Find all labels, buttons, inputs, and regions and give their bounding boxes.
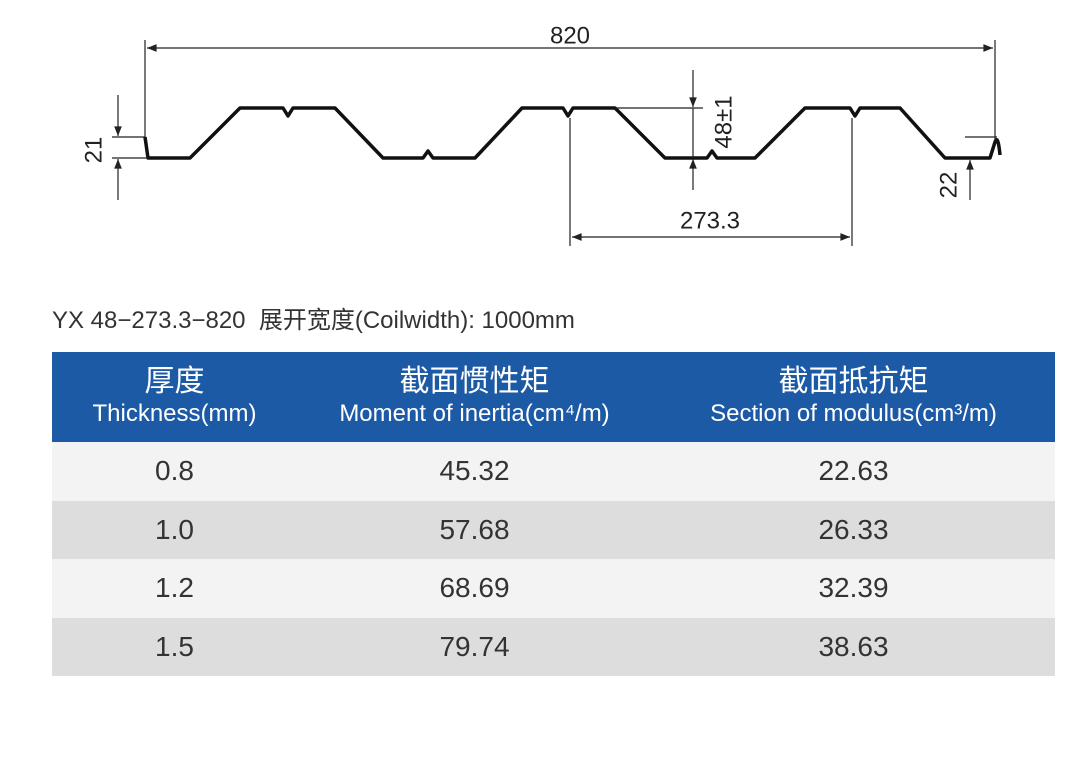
dimension-label: 21 bbox=[80, 137, 107, 164]
table-cell: 79.74 bbox=[439, 630, 510, 662]
header-zh: 厚度 bbox=[144, 365, 205, 398]
header-en: Thickness(mm) bbox=[92, 400, 257, 427]
header-zh: 截面抵抗矩 bbox=[778, 365, 929, 398]
table-header: 厚度 Thickness(mm) 截面惯性矩 Moment of inertia(c… bbox=[52, 352, 1055, 442]
dimension-label: 48±1 bbox=[710, 95, 737, 148]
table-cell: 1.5 bbox=[155, 630, 194, 662]
header-en: Moment of inertia(cm⁴/m) bbox=[339, 400, 610, 427]
dimension-label: 820 bbox=[550, 22, 590, 49]
spec-line: YX 48−273.3−820 展开宽度(Coilwidth): 1000mm bbox=[52, 307, 575, 334]
table-cell: 26.33 bbox=[818, 513, 889, 545]
profile-line bbox=[143, 106, 1002, 160]
header-zh: 截面惯性矩 bbox=[399, 365, 550, 398]
dimension-label: 273.3 bbox=[680, 207, 740, 234]
dimension-label: 22 bbox=[935, 172, 962, 199]
table-row: 1.2 68.69 32.39 bbox=[52, 559, 1055, 618]
header-cell: 厚度 Thickness(mm) bbox=[52, 352, 297, 442]
table-row: 0.8 45.32 22.63 bbox=[52, 442, 1055, 501]
table-cell: 1.0 bbox=[155, 513, 194, 545]
table-row: 1.0 57.68 26.33 bbox=[52, 500, 1055, 559]
table-cell: 1.2 bbox=[155, 572, 194, 604]
profile-diagram: 820 21 48±1 273.3 22 bbox=[80, 22, 1002, 246]
table-cell: 38.63 bbox=[818, 630, 889, 662]
table-cell: 0.8 bbox=[155, 455, 194, 487]
table-cell: 22.63 bbox=[818, 455, 889, 487]
table-cell: 57.68 bbox=[439, 513, 510, 545]
header-en: Section of modulus(cm³/m) bbox=[710, 400, 997, 427]
table-cell: 45.32 bbox=[439, 455, 510, 487]
table-cell: 68.69 bbox=[439, 572, 510, 604]
header-cell: 截面抵抗矩 Section of modulus(cm³/m) bbox=[652, 352, 1055, 442]
spec-table: 厚度 Thickness(mm) 截面惯性矩 Moment of inertia(c… bbox=[52, 352, 1055, 676]
header-cell: 截面惯性矩 Moment of inertia(cm⁴/m) bbox=[297, 352, 652, 442]
table-cell: 32.39 bbox=[818, 572, 889, 604]
table-row: 1.5 79.74 38.63 bbox=[52, 617, 1055, 676]
table-body: 0.8 45.32 22.63 1.0 57.68 26.33 1.2 68.69 32.39 1… bbox=[52, 442, 1055, 676]
